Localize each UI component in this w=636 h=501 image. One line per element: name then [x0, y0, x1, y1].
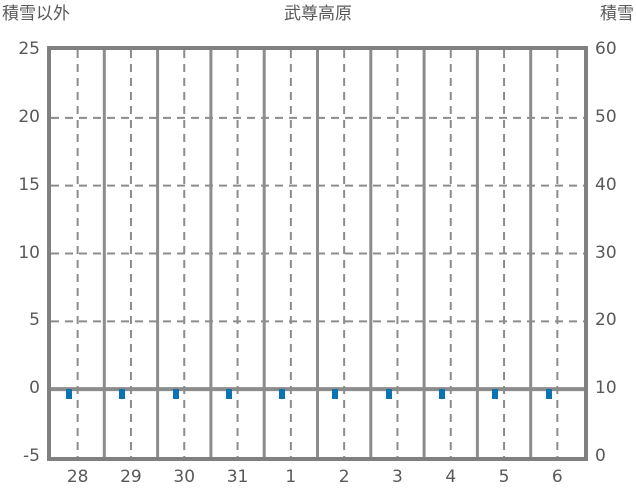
right-tick-20: 20 [595, 310, 617, 331]
x-tick-29: 29 [120, 467, 142, 487]
right-tick-0: 0 [595, 446, 606, 466]
plot-area [47, 46, 588, 461]
x-tick-2: 2 [338, 467, 350, 487]
right-tick-60: 60 [595, 39, 617, 59]
right-tick-30: 30 [595, 242, 617, 263]
left-tick-15: 15 [18, 174, 40, 195]
left-axis-title: 積雪以外 [2, 4, 70, 24]
x-tick-1: 1 [285, 467, 297, 487]
bar-29 [119, 389, 126, 399]
x-tick-4: 4 [445, 467, 457, 487]
x-tick-3: 3 [392, 467, 403, 487]
bar-6 [545, 389, 552, 399]
bar-30 [172, 389, 179, 399]
plot-inner [51, 50, 584, 457]
chart-title: 武尊高原 [284, 4, 352, 24]
left-tick-5: 5 [29, 310, 40, 331]
left-tick-0: 0 [29, 378, 40, 399]
bar-1 [279, 389, 286, 399]
left-tick-25: 25 [18, 39, 40, 59]
bar-5 [492, 389, 499, 399]
right-tick-10: 10 [595, 378, 617, 399]
x-tick-5: 5 [498, 467, 510, 487]
x-tick-28: 28 [66, 467, 89, 487]
x-tick-6: 6 [551, 467, 563, 487]
right-tick-40: 40 [595, 174, 617, 195]
left-tick-10: 10 [18, 242, 40, 263]
bar-4 [439, 389, 446, 399]
left-tick--5: -5 [23, 446, 40, 466]
x-tick-31: 31 [226, 467, 249, 487]
right-axis-title: 積雪 [600, 4, 634, 24]
x-tick-30: 30 [173, 467, 196, 487]
right-tick-50: 50 [595, 106, 617, 127]
bar-3 [385, 389, 392, 399]
bar-31 [225, 389, 232, 399]
bar-2 [332, 389, 339, 399]
bar-28 [65, 389, 72, 399]
grid-lines [51, 50, 584, 457]
left-tick-20: 20 [18, 106, 40, 127]
